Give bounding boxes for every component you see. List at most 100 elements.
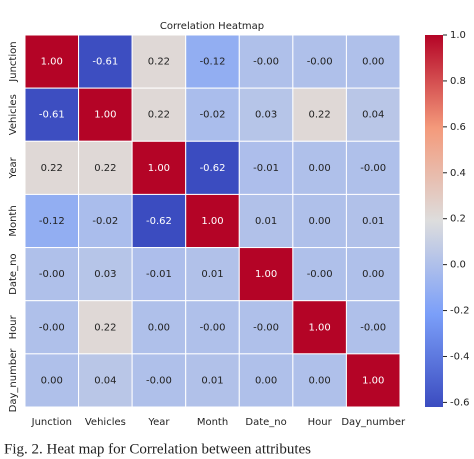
cell-label: -0.62 [200,163,226,174]
cell-label: -0.02 [92,216,118,227]
cell [185,140,240,195]
colorbar-tick-label: -0.4 [450,351,470,362]
cell-label: 0.22 [148,57,170,68]
cell-label: -0.12 [39,216,65,227]
cell [292,140,347,195]
y-tick-label: Month [8,205,19,236]
cell-label: 0.00 [41,375,63,386]
cell-label: 1.00 [309,322,331,333]
cell-label: 0.00 [148,322,170,333]
cell-label: 0.01 [362,216,384,227]
cell [24,193,80,249]
cell-label: 0.00 [309,216,331,227]
cell [78,193,133,249]
cell-label: 1.00 [362,375,384,386]
y-tick-label: Day_number [8,348,19,413]
cell-label: 0.01 [255,216,277,227]
cell [131,353,187,408]
colorbar-tick-label: -0.2 [450,306,470,317]
cell [345,353,401,408]
cell [345,193,401,249]
x-tick-label: Month [197,417,228,428]
cell-label: -0.01 [253,163,279,174]
cell-label: -0.00 [253,57,279,68]
cell-label: 0.00 [309,163,331,174]
cell [78,300,133,355]
cell-label: -0.00 [39,269,65,280]
cell [345,300,401,355]
cell-label: 0.00 [362,269,384,280]
chart-title: Correlation Heatmap [160,21,264,32]
cell-label: -0.62 [146,216,172,227]
cell-label: -0.61 [39,110,65,121]
cell [24,34,80,89]
cell-label: -0.12 [200,57,226,68]
cell [238,87,294,142]
y-tick-label: Junction [8,41,19,82]
cell-label: 0.01 [201,375,223,386]
cell [24,300,80,355]
cell-label: -0.01 [146,269,172,280]
cell-label: 0.22 [41,163,63,174]
cell [131,247,187,302]
colorbar [425,35,443,407]
cell [292,193,347,249]
cell-label: 0.04 [362,110,384,121]
cell [24,353,80,408]
cell-label: -0.61 [92,57,118,68]
x-tick-label: Date_no [245,417,286,428]
cell-label: -0.00 [360,322,386,333]
cell-label: 0.04 [94,375,116,386]
cell-label: 1.00 [255,269,277,280]
cell-label: -0.02 [200,110,226,121]
y-tick-label: Vehicles [8,94,19,135]
x-tick-label: Year [147,417,170,428]
colorbar-tick-label: -0.6 [450,397,470,408]
cell-label: 0.22 [94,163,116,174]
cell [131,140,187,195]
cell [185,353,240,408]
cell-label: -0.00 [360,163,386,174]
cell [185,193,240,249]
cell-label: 0.22 [94,322,116,333]
cell [131,87,187,142]
cell [24,247,80,302]
x-tick-label: Vehicles [85,417,126,428]
y-tick-label: Year [8,156,19,179]
cell [131,34,187,89]
y-tick-label: Date_no [8,253,19,294]
cell [292,34,347,89]
cell [24,87,80,142]
cell-label: 0.03 [94,269,116,280]
cell [345,87,401,142]
caption: Fig. 2. Heat map for Correlation between… [4,441,311,457]
cell-label: -0.00 [200,322,226,333]
cell-label: 0.03 [255,110,277,121]
cell-label: 0.00 [309,375,331,386]
cell [78,140,133,195]
colorbar-tick-label: 0.0 [450,260,466,271]
cell [238,300,294,355]
cell-label: 1.00 [201,216,223,227]
x-tick-label: Hour [308,417,333,428]
cell-label: 0.01 [201,269,223,280]
cell [345,140,401,195]
cell [185,300,240,355]
cell-label: 0.00 [362,57,384,68]
cell [78,34,133,89]
cell-label: -0.00 [39,322,65,333]
cell-label: 1.00 [148,163,170,174]
cell-label: 0.00 [255,375,277,386]
cell-label: -0.00 [146,375,172,386]
colorbar-tick-label: 0.4 [450,168,466,179]
x-tick-label: Junction [31,417,72,428]
cell [238,140,294,195]
colorbar-tick-label: 0.8 [450,76,466,87]
cell-label: 0.22 [148,110,170,121]
colorbar-tick-label: 0.2 [450,214,466,225]
cell-label: -0.00 [253,322,279,333]
y-tick-label: Hour [8,314,19,339]
cell-label: -0.00 [307,57,333,68]
cell-label: 0.22 [309,110,331,121]
